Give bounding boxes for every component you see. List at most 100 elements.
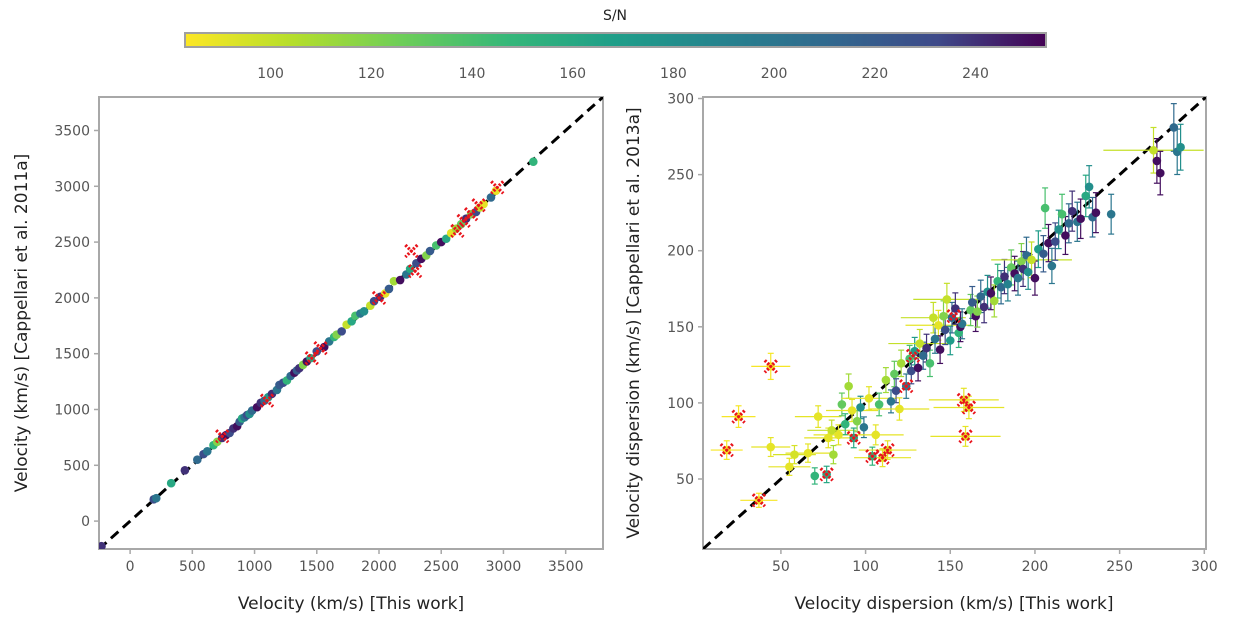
colorbar-tick-label: 120 bbox=[358, 66, 385, 82]
data-point bbox=[874, 400, 884, 409]
flagged-marker bbox=[463, 207, 479, 222]
data-point bbox=[1017, 257, 1026, 266]
x-tick-label: 3000 bbox=[486, 559, 522, 575]
velocity-ylabel: Velocity (km/s) [Cappellari et al. 2011a… bbox=[12, 154, 32, 492]
flagged-marker bbox=[763, 359, 778, 374]
data-point bbox=[915, 339, 925, 348]
colorbar-label: S/N bbox=[603, 8, 627, 24]
data-point bbox=[1050, 237, 1060, 246]
y-tick-label: 0 bbox=[81, 514, 90, 530]
data-point bbox=[1044, 238, 1053, 248]
flagged-marker bbox=[865, 449, 880, 464]
data-point bbox=[976, 292, 986, 301]
data-point bbox=[996, 282, 1006, 292]
data-point bbox=[989, 296, 999, 306]
y-tick-label: 150 bbox=[667, 320, 694, 336]
data-point bbox=[803, 448, 813, 458]
colorbar-tick-label: 100 bbox=[257, 66, 284, 82]
x-tick-label: 1500 bbox=[299, 559, 335, 575]
x-tick-label: 200 bbox=[1022, 559, 1049, 575]
data-point bbox=[785, 462, 794, 472]
data-point bbox=[1000, 272, 1009, 281]
data-point bbox=[99, 541, 106, 549]
data-point bbox=[967, 298, 977, 307]
data-point bbox=[939, 311, 948, 321]
y-tick-label: 250 bbox=[667, 168, 694, 184]
flagged-marker bbox=[899, 379, 914, 394]
velocity-scatter-points bbox=[99, 157, 538, 549]
data-point bbox=[890, 369, 899, 379]
data-point bbox=[166, 478, 176, 488]
y-tick-label: 3500 bbox=[54, 123, 90, 139]
dispersion-axis-ticks: 50 100 150 200 250 300 50 100 150 200 250 300 bbox=[667, 92, 1217, 575]
data-point bbox=[973, 307, 982, 316]
data-point bbox=[202, 447, 212, 456]
data-point bbox=[925, 359, 935, 368]
data-point bbox=[1106, 209, 1116, 219]
flagged-marker bbox=[956, 392, 971, 407]
data-point bbox=[151, 493, 161, 503]
dispersion-xlabel: Velocity dispersion (km/s) [This work] bbox=[794, 594, 1113, 614]
y-tick-label: 300 bbox=[667, 92, 694, 108]
data-point bbox=[886, 397, 896, 406]
flagged-marker bbox=[958, 429, 973, 444]
data-point bbox=[1084, 182, 1094, 192]
flagged-marker bbox=[259, 393, 275, 408]
data-point bbox=[813, 412, 823, 421]
flagged-marker bbox=[946, 309, 961, 324]
y-tick-label: 2000 bbox=[54, 291, 90, 307]
data-point bbox=[940, 325, 950, 335]
flagged-marker bbox=[407, 263, 423, 279]
data-point bbox=[827, 425, 837, 435]
x-tick-label: 250 bbox=[1106, 559, 1133, 575]
y-tick-label: 200 bbox=[667, 244, 694, 260]
data-point bbox=[829, 450, 838, 459]
data-point bbox=[1023, 267, 1033, 277]
data-point bbox=[1155, 168, 1165, 178]
data-point bbox=[1054, 225, 1063, 234]
data-point bbox=[1003, 279, 1013, 289]
flagged-marker bbox=[490, 180, 505, 195]
dispersion-ylabel: Velocity dispersion (km/s) [Cappellari e… bbox=[624, 107, 644, 538]
flagged-marker bbox=[880, 442, 895, 458]
data-point bbox=[180, 466, 190, 475]
x-tick-label: 1000 bbox=[237, 559, 273, 575]
data-point bbox=[918, 351, 928, 361]
data-point bbox=[1169, 123, 1179, 132]
flagged-marker bbox=[905, 348, 921, 363]
colorbar: S/N 100 120 140 160 180 200 220 240 bbox=[184, 8, 1047, 82]
flagged-marker bbox=[456, 213, 471, 229]
y-tick-label: 1500 bbox=[54, 347, 90, 363]
colorbar-tick-label: 200 bbox=[761, 66, 788, 82]
data-point bbox=[1040, 203, 1050, 213]
data-point bbox=[929, 313, 938, 322]
x-tick-label: 2000 bbox=[361, 559, 397, 575]
data-point bbox=[405, 264, 415, 274]
data-point bbox=[1030, 273, 1040, 283]
data-point bbox=[1176, 142, 1185, 152]
colorbar-tick-label: 140 bbox=[459, 66, 486, 82]
dispersion-one-to-one-line bbox=[703, 97, 1206, 549]
data-point bbox=[895, 404, 904, 414]
data-point bbox=[1149, 145, 1158, 155]
velocity-axis-ticks: 0 500 1000 1500 2000 2500 3000 3500 0 500 1000 1500… bbox=[54, 123, 583, 575]
data-point bbox=[871, 430, 881, 440]
data-point bbox=[1076, 214, 1085, 224]
y-tick-label: 100 bbox=[667, 396, 694, 412]
data-point bbox=[847, 406, 857, 415]
data-point bbox=[896, 359, 906, 368]
data-point bbox=[834, 430, 843, 440]
data-point bbox=[935, 345, 945, 354]
y-tick-label: 50 bbox=[676, 472, 694, 488]
y-tick-label: 500 bbox=[63, 458, 90, 474]
flagged-marker bbox=[404, 243, 419, 259]
data-point bbox=[1067, 206, 1077, 216]
flagged-marker bbox=[313, 340, 328, 356]
dispersion-flagged-markers bbox=[719, 309, 977, 508]
x-tick-label: 150 bbox=[937, 559, 964, 575]
x-tick-label: 100 bbox=[852, 559, 879, 575]
colorbar-tick-label: 160 bbox=[559, 66, 586, 82]
x-tick-label: 500 bbox=[179, 559, 206, 575]
data-point bbox=[852, 416, 862, 426]
data-point bbox=[966, 305, 975, 315]
